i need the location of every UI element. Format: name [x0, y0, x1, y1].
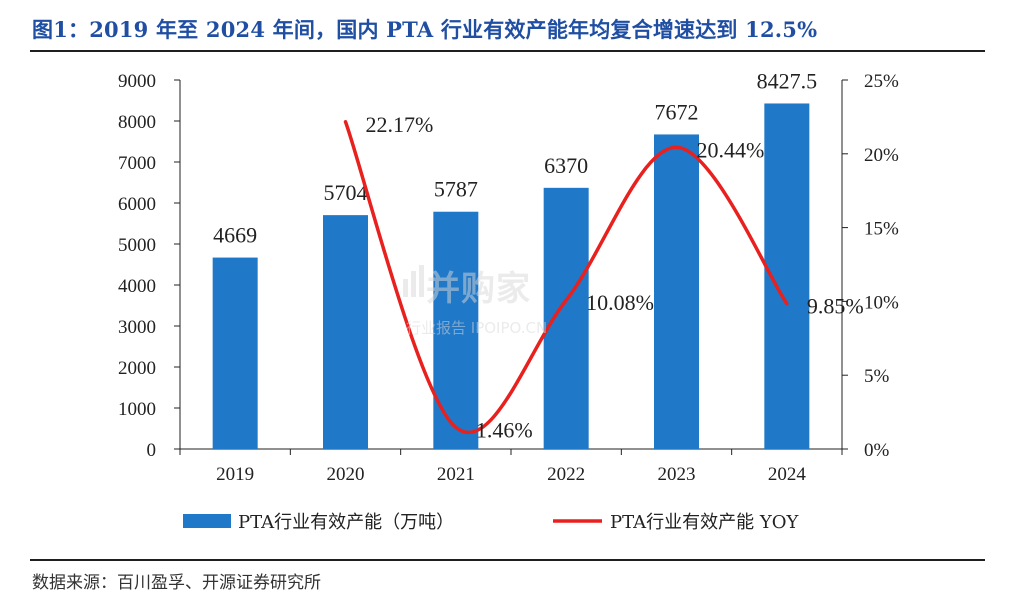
left-tick-label: 3000: [118, 317, 156, 338]
left-tick-label: 6000: [118, 194, 156, 215]
bar-data-label: 6370: [544, 153, 588, 178]
bottom-rule: [30, 559, 985, 561]
yoy-data-label: 10.08%: [586, 290, 654, 315]
x-axis: 2019 2020 2021 2022 2023 2024: [179, 448, 843, 485]
left-tick-label: 4000: [118, 276, 156, 297]
top-rule: [30, 50, 985, 52]
bar: [433, 211, 479, 449]
yoy-data-label: 20.44%: [697, 137, 765, 162]
bar: [654, 134, 699, 449]
left-tick-label: 0: [147, 440, 157, 461]
left-axis: 0 1000 2000 3000 4000 5000 6000 7000 8000 9000: [118, 71, 181, 461]
bar: [212, 257, 258, 449]
left-tick-label: 9000: [118, 71, 156, 92]
yoy-data-label: 1.46%: [476, 417, 533, 442]
left-tick-label: 5000: [118, 235, 156, 256]
bar-data-label: 7672: [655, 99, 699, 124]
yoy-data-label: 9.85%: [807, 294, 864, 319]
left-tick-label: 1000: [118, 399, 156, 420]
right-tick-label: 25%: [864, 71, 899, 92]
yoy-data-label: 22.17%: [366, 112, 434, 137]
source-note: 数据来源：百川盈孚、开源证券研究所: [32, 573, 321, 593]
bar-data-label: 5787: [434, 177, 478, 202]
x-tick-label: 2023: [658, 464, 696, 485]
bar-data-label: 5704: [324, 180, 368, 205]
line-series: [343, 120, 789, 435]
x-tick-label: 2021: [437, 464, 475, 485]
x-tick-label: 2024: [768, 464, 807, 485]
right-tick-label: 20%: [864, 145, 899, 166]
left-tick-label: 8000: [118, 112, 156, 133]
x-tick-label: 2019: [216, 464, 254, 485]
left-tick-label: 2000: [118, 358, 156, 379]
legend-line-label: PTA行业有效产能 YOY: [610, 512, 799, 533]
right-tick-label: 0%: [864, 440, 890, 461]
bar: [543, 187, 589, 449]
line-data-labels: 22.17% 1.46% 10.08% 20.44% 9.85%: [366, 112, 864, 443]
x-tick-label: 2022: [547, 464, 585, 485]
legend-bar-label: PTA行业有效产能（万吨）: [238, 512, 454, 533]
left-tick-label: 7000: [118, 153, 156, 174]
right-tick-label: 5%: [864, 366, 890, 387]
bar-data-label: 8427.5: [757, 68, 818, 93]
right-tick-label: 10%: [864, 292, 899, 313]
right-axis: 0% 5% 10% 15% 20% 25%: [841, 71, 899, 461]
bar-data-labels: 4669 5704 5787 6370 7672 8427.5: [213, 68, 817, 247]
right-tick-label: 15%: [864, 219, 899, 240]
figure-title: 图1：2019 年至 2024 年间，国内 PTA 行业有效产能年均复合增速达到…: [32, 17, 818, 42]
x-tick-label: 2020: [327, 464, 365, 485]
legend-bar-swatch: [183, 514, 231, 528]
bar: [323, 215, 368, 449]
legend: PTA行业有效产能（万吨） PTA行业有效产能 YOY: [183, 512, 799, 533]
bar-data-label: 4669: [213, 223, 257, 248]
yoy-line: [343, 120, 789, 435]
